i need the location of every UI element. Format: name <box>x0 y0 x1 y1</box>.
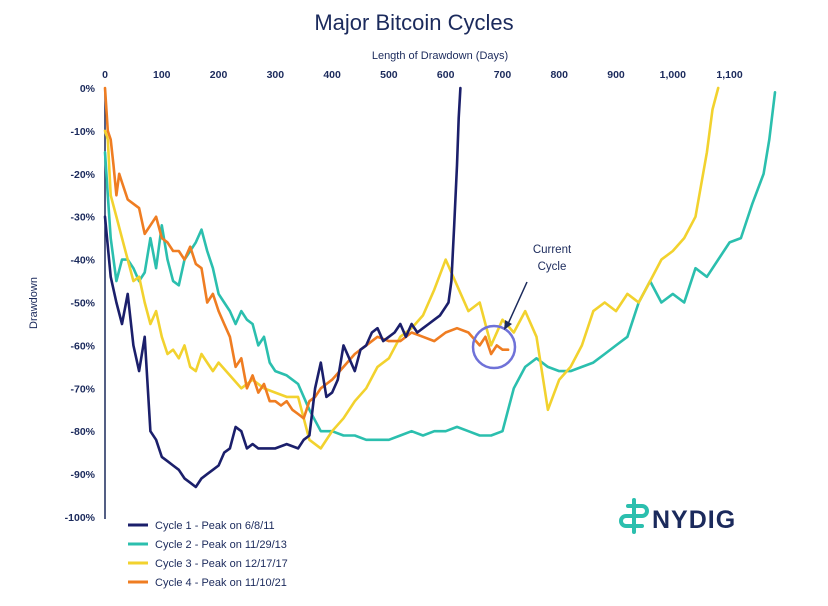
x-tick-label: 600 <box>437 69 455 81</box>
y-axis-label: Drawdown <box>28 277 40 329</box>
x-tick-label: 1,000 <box>660 69 686 81</box>
y-tick-label: -40% <box>70 255 95 267</box>
x-tick-label: 800 <box>550 69 568 81</box>
annotation-text-line1: Current <box>533 244 572 256</box>
annotation-arrow-head <box>504 320 512 330</box>
y-tick-label: -50% <box>70 298 95 310</box>
annotation-text-line2: Cycle <box>538 261 567 273</box>
x-axis-label: Length of Drawdown (Days) <box>372 50 508 62</box>
series-line-cycle-3 <box>103 86 720 450</box>
current-cycle-circle <box>471 324 517 370</box>
legend: Cycle 1 - Peak on 6/8/11 Cycle 2 - Peak o… <box>128 520 288 589</box>
x-tick-label: 500 <box>380 69 398 81</box>
y-tick-label: -80% <box>70 426 95 438</box>
y-tick-label: -60% <box>70 340 95 352</box>
y-tick-label: -100% <box>65 512 96 524</box>
x-tick-label: 300 <box>267 69 285 81</box>
x-tick-label: 200 <box>210 69 228 81</box>
legend-label-cycle-1: Cycle 1 - Peak on 6/8/11 <box>155 520 275 532</box>
y-tick-label: -30% <box>70 212 95 224</box>
y-tick-label: -70% <box>70 383 95 395</box>
y-tick-label: 0% <box>80 83 96 95</box>
legend-label-cycle-2: Cycle 2 - Peak on 11/29/13 <box>155 539 287 551</box>
series-line-cycle-4 <box>103 86 510 420</box>
y-ticks: 0% -10% -20% -30% -40% -50% -60% -70% -80% -90% -1… <box>65 83 96 524</box>
annotation-arrow-line <box>507 281 528 325</box>
x-ticks: 0 100 200 300 400 500 600 700 800 900 1,000 1,100 <box>102 69 743 81</box>
current-cycle-annotation: Current Cycle <box>471 244 572 370</box>
legend-label-cycle-3: Cycle 3 - Peak on 12/17/17 <box>155 558 288 570</box>
nydig-logo: NYDIG <box>619 498 736 534</box>
series-line-cycle-2 <box>103 91 777 442</box>
x-tick-label: 400 <box>323 69 341 81</box>
y-tick-label: -10% <box>70 126 95 138</box>
x-tick-label: 100 <box>153 69 171 81</box>
series-lines <box>103 86 777 489</box>
x-tick-label: 700 <box>494 69 512 81</box>
chart-title: Major Bitcoin Cycles <box>314 10 513 35</box>
x-tick-label: 900 <box>607 69 625 81</box>
legend-label-cycle-4: Cycle 4 - Peak on 11/10/21 <box>155 577 287 589</box>
y-tick-label: -20% <box>70 169 95 181</box>
nydig-logo-text: NYDIG <box>652 506 736 534</box>
series-line-cycle-1 <box>103 86 462 489</box>
x-tick-label: 1,100 <box>716 69 742 81</box>
y-tick-label: -90% <box>70 469 95 481</box>
x-tick-label: 0 <box>102 69 108 81</box>
nydig-logo-icon <box>619 498 649 534</box>
